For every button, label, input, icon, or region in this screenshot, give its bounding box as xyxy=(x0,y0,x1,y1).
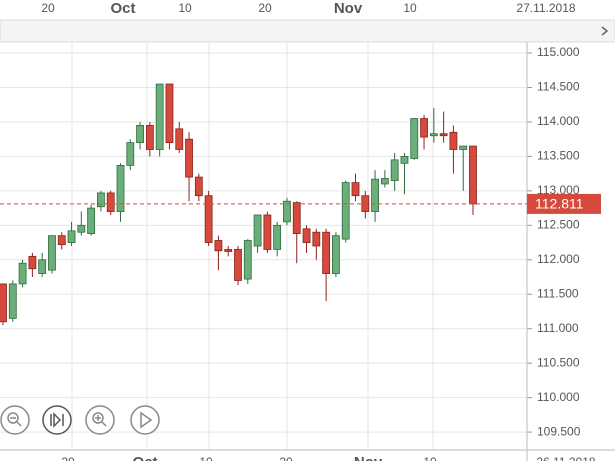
zoom-controls xyxy=(0,405,160,435)
candle-body xyxy=(224,249,233,252)
candle-body xyxy=(48,235,56,271)
candle-body xyxy=(126,142,135,166)
candle-body xyxy=(459,145,468,150)
last-price-label: 112.811 xyxy=(535,196,584,212)
y-tick-label: 112.000 xyxy=(537,252,580,266)
candles xyxy=(0,83,527,326)
candle-body xyxy=(400,156,409,164)
candle-body xyxy=(67,230,76,243)
last-price-box xyxy=(527,193,601,214)
candle-body xyxy=(420,118,428,138)
y-tick-label: 114.500 xyxy=(537,80,580,94)
candle-body xyxy=(429,133,438,137)
candle-body xyxy=(439,133,448,137)
candle-body xyxy=(18,262,27,285)
icon xyxy=(101,421,107,427)
x-bottom-label: 10 xyxy=(199,455,213,461)
candle-body xyxy=(77,224,86,233)
candle-body xyxy=(145,124,154,150)
candle-body xyxy=(390,159,399,181)
candle-body xyxy=(87,207,96,234)
y-tick-label: 110.000 xyxy=(537,390,580,404)
y-tick-label: 112.500 xyxy=(537,217,580,231)
x-bottom-label: 20 xyxy=(279,455,293,461)
icon xyxy=(140,411,153,429)
x-bottom-label: 10 xyxy=(423,455,437,461)
x-top-label: Oct xyxy=(110,0,135,17)
x-bottom-label: 20 xyxy=(61,455,75,461)
icon xyxy=(92,412,104,424)
candle-body xyxy=(449,131,458,150)
candle-body xyxy=(273,224,282,250)
candle-body xyxy=(253,214,262,247)
y-tick-label: 113.500 xyxy=(537,149,580,163)
candle-body xyxy=(292,202,301,234)
icon xyxy=(50,412,64,428)
candle-body xyxy=(28,255,37,270)
candle-body xyxy=(263,214,272,250)
x-top-label: Nov xyxy=(334,0,363,17)
x-top-label: 27.11.2018 xyxy=(516,1,575,15)
y-tick-label: 113.000 xyxy=(537,183,580,197)
candle-body xyxy=(380,178,389,185)
candle-body xyxy=(106,192,115,212)
play-button[interactable] xyxy=(130,405,160,435)
candle-body xyxy=(312,231,321,247)
x-top-label: 10 xyxy=(403,1,417,15)
candle-body xyxy=(410,118,419,159)
x-bottom-label: 26.11.2018 xyxy=(536,455,595,461)
scrollbar[interactable] xyxy=(0,19,615,43)
y-tick-label: 115.000 xyxy=(537,45,580,59)
icon xyxy=(16,421,22,427)
candle-body xyxy=(204,195,213,243)
candle-body xyxy=(283,200,291,223)
zoom-in-button[interactable] xyxy=(85,405,115,435)
candle-body xyxy=(57,235,66,246)
candle-body xyxy=(175,128,184,150)
zoom-out-button[interactable] xyxy=(0,405,30,435)
candle-body xyxy=(165,83,174,144)
candle-body xyxy=(332,235,340,274)
candle-body xyxy=(136,124,144,144)
candle-body xyxy=(116,164,125,212)
x-top-label: 20 xyxy=(41,1,55,15)
x-top-label: 20 xyxy=(258,1,272,15)
candle-body xyxy=(38,259,47,274)
candle-body xyxy=(351,182,360,197)
x-bottom-label: Oct xyxy=(132,454,157,461)
candle-body xyxy=(194,176,203,197)
labels: 109.500 110.000 110.500 111.000 111.500 112.0… xyxy=(41,0,601,466)
candle-body xyxy=(243,240,252,280)
candle-body xyxy=(371,178,379,212)
candle-body xyxy=(155,83,164,150)
x-top-label: 10 xyxy=(178,1,192,15)
candle-body xyxy=(214,240,223,252)
candle-body xyxy=(322,231,331,274)
x-bottom-label: Nov xyxy=(354,454,383,461)
y-tick-label: 114.000 xyxy=(537,114,580,128)
y-tick-label: 111.000 xyxy=(537,321,579,335)
y-tick-label: 110.500 xyxy=(537,355,580,369)
reset-button[interactable] xyxy=(42,405,72,435)
y-tick-label: 109.500 xyxy=(537,424,581,438)
icon xyxy=(7,412,19,424)
scroll-right-arrow[interactable] xyxy=(601,26,609,36)
candle-body xyxy=(185,138,193,178)
y-tick-label: 111.500 xyxy=(537,286,579,300)
candle-body xyxy=(0,283,7,323)
candle-body xyxy=(8,283,17,319)
candle-body xyxy=(341,182,350,240)
candle-body xyxy=(97,192,105,208)
candle-body xyxy=(234,249,242,281)
candle-body xyxy=(469,145,477,205)
candle-body xyxy=(302,228,311,243)
